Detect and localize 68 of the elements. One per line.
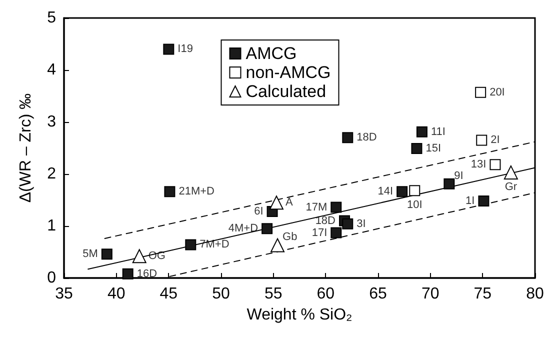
point xyxy=(101,248,112,260)
point xyxy=(330,202,342,213)
annotation: 7M+D xyxy=(200,238,230,251)
point xyxy=(185,239,196,250)
annotation: 3I xyxy=(356,218,366,230)
point xyxy=(122,268,134,280)
annotation: 18D xyxy=(356,132,377,144)
point xyxy=(416,126,428,138)
annotation: Gr xyxy=(504,180,518,193)
y-axis-title: Δ(WR – Zrc) ‰ xyxy=(18,93,34,203)
point xyxy=(262,223,273,234)
point xyxy=(504,165,518,180)
annotation: 11I xyxy=(430,126,446,138)
legend-label: non-AMCG xyxy=(246,63,331,82)
point xyxy=(342,218,354,230)
y-tick-label: 3 xyxy=(47,114,56,130)
x-tick-label: 45 xyxy=(160,286,178,302)
annotation: 18D xyxy=(315,214,336,227)
annotation: 1I xyxy=(466,195,475,208)
point xyxy=(411,143,422,154)
point xyxy=(444,178,455,190)
point xyxy=(163,44,174,55)
x-tick-label: 35 xyxy=(55,286,73,302)
y-tick-label: 4 xyxy=(47,62,56,78)
y-tick-label: 0 xyxy=(47,270,56,286)
annotation: 2I xyxy=(490,134,500,146)
x-tick-label: 75 xyxy=(474,286,492,302)
annotation: I19 xyxy=(178,43,193,56)
point xyxy=(478,196,490,207)
annotation: 9I xyxy=(454,170,464,182)
annotation: 16D xyxy=(136,268,158,280)
point xyxy=(269,196,284,210)
point xyxy=(409,185,420,196)
annotation: 20I xyxy=(490,86,505,98)
y-tick-label: 5 xyxy=(47,10,56,26)
annotation: A xyxy=(285,196,294,209)
annotation: 14I xyxy=(378,186,394,198)
annotation: Gb xyxy=(282,231,298,244)
x-tick-label: 80 xyxy=(526,286,544,302)
y-tick-label: 1 xyxy=(47,218,56,234)
annotation: 17I xyxy=(312,226,328,239)
legend-label: AMCG xyxy=(246,44,297,63)
annotation: 5M xyxy=(82,248,98,260)
y-tick-label: 2 xyxy=(47,166,56,182)
x-tick-label: 70 xyxy=(421,286,440,302)
point xyxy=(396,186,408,198)
annotation: 4M+D xyxy=(228,222,258,235)
annotation: 15I xyxy=(426,142,442,155)
point xyxy=(475,86,486,98)
annotation: 21M+D xyxy=(178,186,215,198)
point xyxy=(490,159,501,170)
x-tick-label: 65 xyxy=(369,286,387,302)
point xyxy=(330,227,342,238)
x-tick-label: 50 xyxy=(212,286,230,302)
point xyxy=(342,132,354,144)
point xyxy=(476,134,488,146)
annotation: 10I xyxy=(406,199,422,212)
annotation: 6I xyxy=(254,205,264,218)
x-tick-label: 55 xyxy=(264,286,282,302)
x-axis-title: Weight % SiO₂ xyxy=(246,306,352,324)
legend-label: Calculated xyxy=(246,82,326,101)
x-tick-label: 60 xyxy=(316,286,335,302)
annotation: 13I xyxy=(470,158,486,171)
x-tick-label: 40 xyxy=(107,286,126,302)
point xyxy=(270,238,285,252)
point xyxy=(132,249,146,264)
point xyxy=(164,186,176,198)
annotation: 17M xyxy=(306,201,328,214)
